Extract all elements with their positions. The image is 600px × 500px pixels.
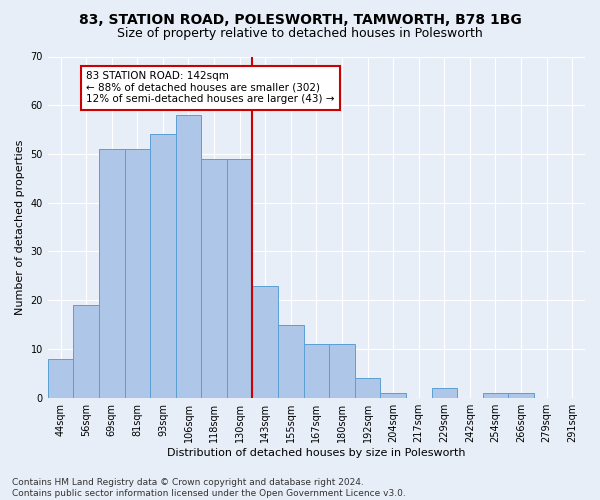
Bar [329,344,355,398]
Bar [227,159,253,398]
Text: 83, STATION ROAD, POLESWORTH, TAMWORTH, B78 1BG: 83, STATION ROAD, POLESWORTH, TAMWORTH, … [79,12,521,26]
Bar [99,149,125,398]
Bar [73,305,99,398]
Bar [176,115,201,398]
Bar [431,388,457,398]
Bar [48,358,73,398]
Text: Contains HM Land Registry data © Crown copyright and database right 2024.
Contai: Contains HM Land Registry data © Crown c… [12,478,406,498]
Bar [125,149,150,398]
Text: Size of property relative to detached houses in Polesworth: Size of property relative to detached ho… [117,28,483,40]
Bar [380,393,406,398]
X-axis label: Distribution of detached houses by size in Polesworth: Distribution of detached houses by size … [167,448,466,458]
Bar [355,378,380,398]
Bar [201,159,227,398]
Bar [508,393,534,398]
Text: 83 STATION ROAD: 142sqm
← 88% of detached houses are smaller (302)
12% of semi-d: 83 STATION ROAD: 142sqm ← 88% of detache… [86,71,335,104]
Y-axis label: Number of detached properties: Number of detached properties [15,140,25,315]
Bar [278,324,304,398]
Bar [304,344,329,398]
Bar [150,134,176,398]
Bar [253,286,278,398]
Bar [482,393,508,398]
